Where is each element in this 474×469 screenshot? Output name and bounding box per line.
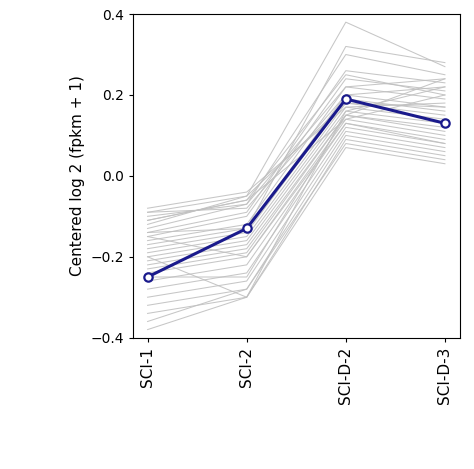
Y-axis label: Centered log 2 (fpkm + 1): Centered log 2 (fpkm + 1) [70,76,85,276]
